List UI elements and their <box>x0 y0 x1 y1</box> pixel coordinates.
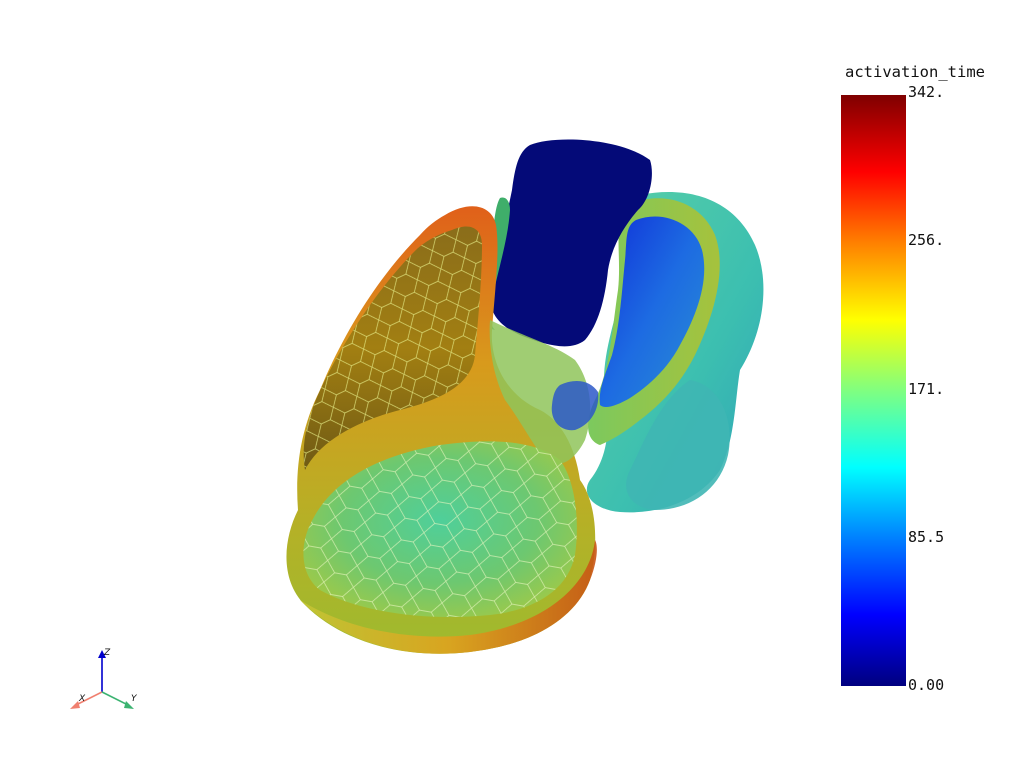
aorta-tube <box>489 139 652 347</box>
colorbar <box>841 95 906 686</box>
purkinje-mesh-lower <box>303 441 577 618</box>
right-chamber-cavity <box>599 216 705 408</box>
z-axis-arrow <box>98 650 106 658</box>
z-axis-label: Z <box>103 648 111 658</box>
right-atrium-lobe <box>626 380 730 510</box>
x-axis-line <box>75 691 103 706</box>
purkinje-mesh-upper <box>303 226 482 470</box>
colorbar-tick-3: 256. <box>908 231 945 249</box>
colorbar-tick-min: 0.00 <box>908 676 945 694</box>
colorbar-title: activation_time <box>845 63 985 81</box>
y-axis-arrow <box>124 701 134 709</box>
colorbar-tick-2: 171. <box>908 380 945 398</box>
x-axis-arrow <box>70 701 80 709</box>
orientation-axes: Z X Y <box>70 648 138 709</box>
septum-blue-spot <box>551 380 599 431</box>
x-axis-label: X <box>78 694 86 704</box>
colorbar-tick-max: 342. <box>908 83 945 101</box>
y-axis-line <box>101 691 129 706</box>
apex-rim <box>300 540 597 654</box>
y-axis-label: Y <box>131 694 138 704</box>
colorbar-tick-1: 85.5 <box>908 528 945 546</box>
